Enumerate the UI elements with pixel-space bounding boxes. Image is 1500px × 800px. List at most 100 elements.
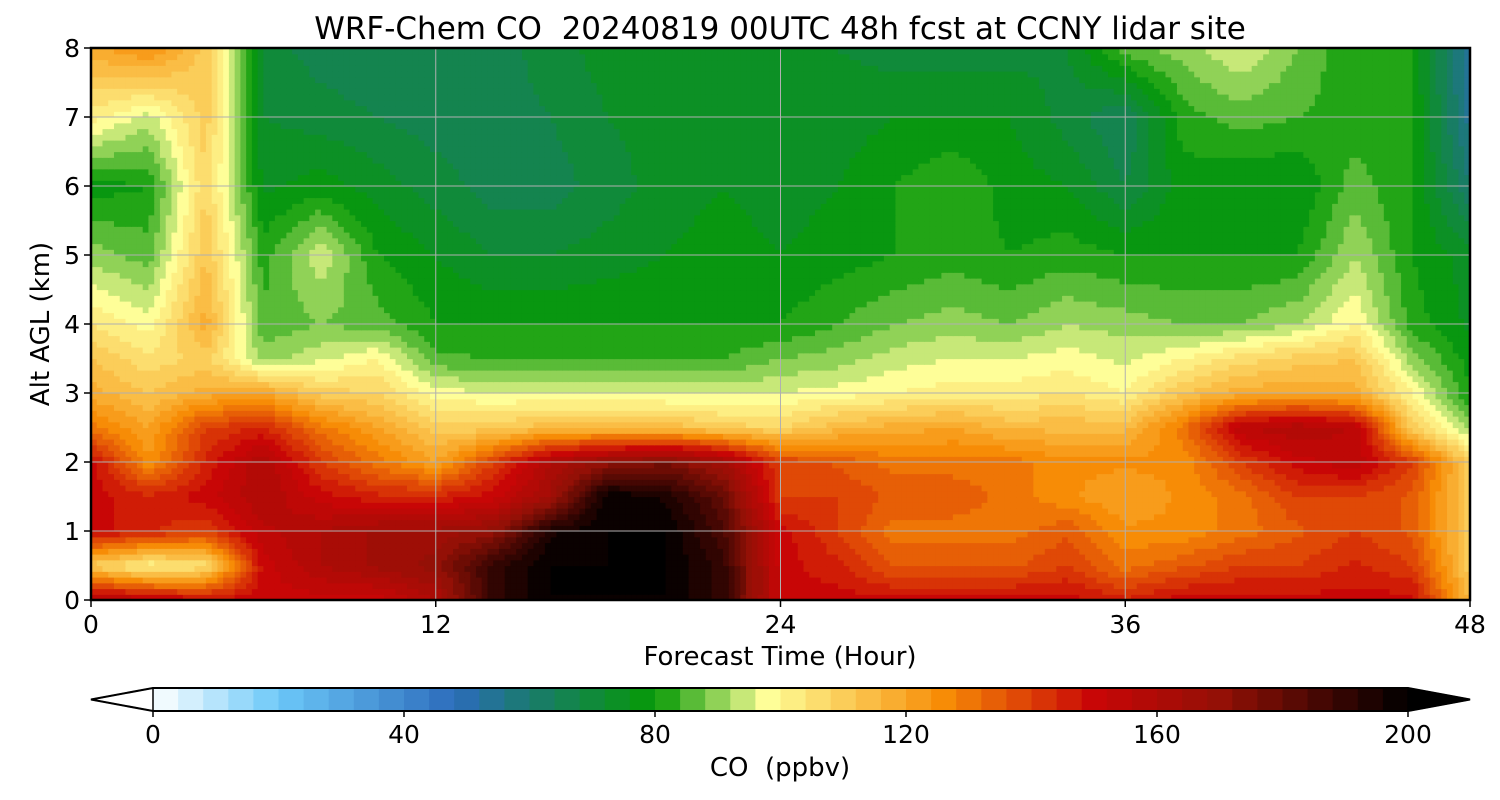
contour-cell <box>120 566 126 572</box>
contour-cell <box>729 571 735 577</box>
contour-cell <box>625 548 631 554</box>
contour-cell <box>706 583 712 589</box>
contour-cell <box>637 589 643 595</box>
contour-cell <box>1068 566 1074 572</box>
contour-cell <box>781 583 787 589</box>
contour-cell <box>643 583 649 589</box>
contour-cell <box>574 548 580 554</box>
contour-cell <box>844 571 850 577</box>
contour-cell <box>401 589 407 595</box>
contour-cell <box>390 589 396 595</box>
contour-cell <box>1188 566 1194 572</box>
contour-cell <box>1459 577 1465 583</box>
contour-cell <box>763 560 769 566</box>
contour-cell <box>959 554 965 560</box>
contour-cell <box>1447 560 1453 566</box>
contour-cell <box>1269 583 1275 589</box>
contour-cell <box>643 589 649 595</box>
contour-cell <box>895 577 901 583</box>
contour-cell <box>235 577 241 583</box>
contour-cell <box>591 571 597 577</box>
contour-cell <box>993 577 999 583</box>
contour-cell <box>815 554 821 560</box>
contour-cell <box>212 560 218 566</box>
contour-cell <box>194 560 200 566</box>
contour-cell <box>574 571 580 577</box>
contour-cell <box>315 589 321 595</box>
contour-cell <box>487 560 493 566</box>
contour-cell <box>1459 583 1465 589</box>
contour-cell <box>1321 554 1327 560</box>
contour-cell <box>200 583 206 589</box>
contour-cell <box>269 554 275 560</box>
contour-cell <box>206 589 212 595</box>
contour-cell <box>1252 560 1258 566</box>
contour-cell <box>396 554 402 560</box>
contour-cell <box>643 554 649 560</box>
contour-cell <box>666 554 672 560</box>
contour-cell <box>867 577 873 583</box>
contour-cell <box>1131 589 1137 595</box>
contour-cell <box>476 560 482 566</box>
contour-cell <box>1091 577 1097 583</box>
contour-cell <box>625 554 631 560</box>
contour-cell <box>987 554 993 560</box>
contour-cell <box>1424 583 1430 589</box>
contour-cell <box>396 566 402 572</box>
contour-cell <box>344 554 350 560</box>
contour-cell <box>275 554 281 560</box>
contour-cell <box>1028 560 1034 566</box>
contour-cell <box>1194 554 1200 560</box>
contour-cell <box>602 560 608 566</box>
contour-cell <box>999 571 1005 577</box>
contour-cell <box>516 577 522 583</box>
contour-cell <box>1407 560 1413 566</box>
contour-cell <box>97 589 103 595</box>
contour-cell <box>361 571 367 577</box>
contour-cell <box>1039 571 1045 577</box>
contour-cell <box>522 560 528 566</box>
contour-cell <box>752 583 758 589</box>
contour-cell <box>1286 589 1292 595</box>
contour-cell <box>809 560 815 566</box>
contour-cell <box>1372 583 1378 589</box>
contour-cell <box>982 577 988 583</box>
contour-cell <box>1280 560 1286 566</box>
contour-cell <box>246 548 252 554</box>
contour-cell <box>752 571 758 577</box>
contour-cell <box>304 548 310 554</box>
contour-cell <box>1361 577 1367 583</box>
contour-cell <box>964 566 970 572</box>
contour-cell <box>212 577 218 583</box>
contour-cell <box>1085 589 1091 595</box>
contour-cell <box>826 589 832 595</box>
contour-cell <box>1183 566 1189 572</box>
contour-cell <box>447 560 453 566</box>
contour-cell <box>1177 589 1183 595</box>
contour-cell <box>1430 577 1436 583</box>
contour-cell <box>1390 583 1396 589</box>
contour-cell <box>1010 566 1016 572</box>
contour-cell <box>1022 571 1028 577</box>
contour-cell <box>1188 571 1194 577</box>
contour-cell <box>137 577 143 583</box>
contour-cell <box>1137 583 1143 589</box>
contour-cell <box>803 571 809 577</box>
contour-cell <box>654 589 660 595</box>
contour-cell <box>1326 571 1332 577</box>
contour-cell <box>482 560 488 566</box>
contour-cell <box>1223 577 1229 583</box>
contour-cell <box>1039 583 1045 589</box>
contour-cell <box>1229 560 1235 566</box>
contour-cell <box>556 571 562 577</box>
contour-cell <box>120 548 126 554</box>
contour-cell <box>459 571 465 577</box>
contour-cell <box>321 589 327 595</box>
contour-cell <box>551 554 557 560</box>
contour-cell <box>487 571 493 577</box>
contour-cell <box>516 560 522 566</box>
contour-cell <box>982 583 988 589</box>
contour-cell <box>1206 577 1212 583</box>
contour-cell <box>258 560 264 566</box>
contour-cell <box>683 560 689 566</box>
